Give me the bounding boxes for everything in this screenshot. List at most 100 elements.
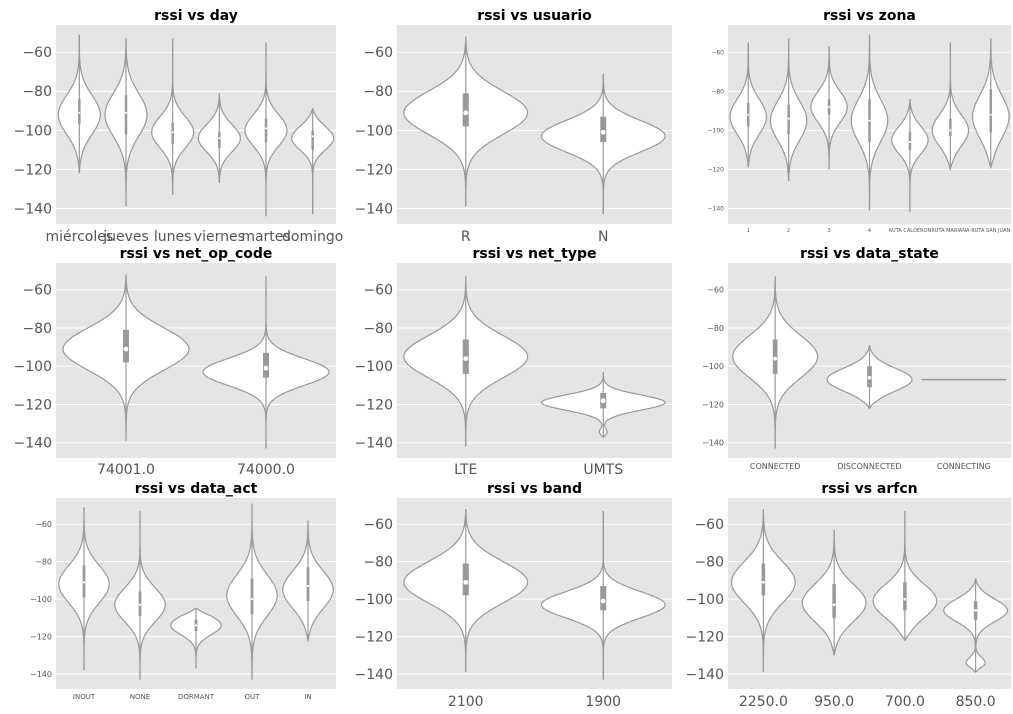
violin-2100 bbox=[403, 509, 529, 673]
x-category-label: UMTS bbox=[583, 462, 623, 478]
median-dot bbox=[78, 111, 81, 114]
x-category-label: miércoles bbox=[46, 229, 114, 245]
y-tick-label: −100 bbox=[14, 359, 52, 375]
y-tick-label: −100 bbox=[14, 123, 52, 139]
y-tick-label: −140 bbox=[686, 667, 724, 683]
chart-title: rssi vs arfcn bbox=[821, 481, 917, 497]
y-tick-label: −80 bbox=[707, 324, 724, 333]
median-dot bbox=[218, 137, 221, 140]
iqr-box bbox=[832, 584, 836, 618]
median-dot bbox=[974, 608, 978, 612]
y-tick-label: −100 bbox=[686, 592, 724, 608]
violin-inout bbox=[58, 507, 110, 671]
violin-74000-0 bbox=[202, 276, 330, 449]
chart-title: rssi vs band bbox=[487, 481, 582, 497]
median-dot bbox=[787, 117, 790, 120]
violin-n bbox=[540, 73, 666, 215]
y-tick-label: −60 bbox=[711, 49, 724, 56]
x-category-label: 700.0 bbox=[885, 694, 925, 710]
x-category-label: viernes bbox=[194, 229, 245, 245]
x-category-label: RUTA MARIANA bbox=[931, 228, 970, 234]
median-dot bbox=[171, 131, 174, 134]
y-tick-label: −100 bbox=[30, 595, 52, 604]
median-dot bbox=[138, 603, 142, 606]
y-tick-label: −120 bbox=[14, 397, 52, 413]
y-tick-label: −80 bbox=[363, 321, 393, 337]
median-dot bbox=[867, 375, 872, 380]
median-dot bbox=[600, 129, 606, 135]
violin-1 bbox=[729, 42, 767, 168]
iqr-box bbox=[250, 578, 254, 615]
x-category-label: domingo bbox=[282, 229, 343, 245]
x-category-label: LTE bbox=[454, 462, 477, 478]
iqr-box bbox=[123, 329, 129, 363]
chart-title: rssi vs net_op_code bbox=[120, 246, 273, 262]
violin-2250-0 bbox=[730, 509, 796, 673]
median-dot bbox=[306, 584, 310, 588]
violin-out bbox=[226, 503, 278, 680]
iqr-box bbox=[949, 118, 952, 137]
violin-disconnected bbox=[826, 345, 913, 410]
x-category-label: 1 bbox=[747, 228, 750, 234]
chart-title: rssi vs usuario bbox=[477, 8, 592, 24]
x-category-label: INOUT bbox=[73, 693, 96, 701]
median-dot bbox=[600, 598, 606, 604]
y-tick-label: −80 bbox=[22, 84, 52, 100]
y-tick-label: −140 bbox=[708, 205, 725, 212]
median-dot bbox=[773, 356, 778, 361]
y-tick-label: −100 bbox=[708, 127, 725, 134]
violin-umts bbox=[540, 371, 666, 438]
y-tick-label: −100 bbox=[702, 362, 724, 371]
y-tick-label: −140 bbox=[355, 667, 393, 683]
median-dot bbox=[250, 597, 254, 601]
x-category-label: N bbox=[598, 229, 608, 245]
chart-title: rssi vs data_act bbox=[135, 481, 258, 497]
y-tick-label: −140 bbox=[30, 670, 52, 679]
y-tick-label: −120 bbox=[355, 629, 393, 645]
median-dot bbox=[265, 127, 267, 130]
y-tick-label: −100 bbox=[355, 123, 393, 139]
x-category-label: 74000.0 bbox=[237, 462, 295, 478]
y-tick-label: −120 bbox=[686, 629, 724, 645]
violin-ruta-calderon bbox=[891, 99, 929, 213]
iqr-box bbox=[600, 586, 607, 611]
y-tick-label: −60 bbox=[35, 520, 52, 529]
y-tick-label: −100 bbox=[355, 359, 393, 375]
median-dot bbox=[828, 105, 831, 108]
chart-title: rssi vs data_state bbox=[800, 246, 939, 262]
median-dot bbox=[194, 624, 198, 627]
iqr-box bbox=[264, 118, 268, 143]
y-tick-label: −120 bbox=[355, 397, 393, 413]
x-category-label: OUT bbox=[245, 693, 261, 701]
median-dot bbox=[761, 580, 765, 584]
violin-panel-rssi-vs-data-state: −140 −120 −100 −80 −60 rssi vs data_state CONN… bbox=[702, 246, 1011, 471]
iqr-box bbox=[462, 93, 469, 127]
violin-2 bbox=[769, 38, 808, 182]
violin-panel-rssi-vs-arfcn: −140 −120 −100 −80 −60 rssi vs arfcn 2250.0 950… bbox=[686, 481, 1011, 710]
iqr-box bbox=[306, 567, 310, 601]
x-category-label: RUTA SAN JUAN bbox=[971, 228, 1010, 234]
violin-none bbox=[114, 511, 166, 680]
median-dot bbox=[123, 346, 129, 352]
iqr-box bbox=[989, 89, 993, 133]
chart-title: rssi vs zona bbox=[823, 8, 916, 24]
violin-panel-rssi-vs-band: −140 −120 −100 −80 −60 rssi vs band 2100 1900 bbox=[355, 481, 672, 710]
chart-title: rssi vs net_type bbox=[472, 246, 596, 262]
y-tick-label: −80 bbox=[363, 555, 393, 571]
y-tick-label: −140 bbox=[355, 436, 393, 452]
x-category-label: 2 bbox=[787, 228, 790, 234]
chart-title: rssi vs day bbox=[154, 8, 238, 24]
iqr-box bbox=[311, 130, 314, 150]
violin-850-0 bbox=[943, 578, 1009, 673]
x-category-label: 3 bbox=[827, 228, 830, 234]
y-tick-label: −120 bbox=[355, 162, 393, 178]
iqr-box bbox=[600, 116, 607, 143]
violin-panel-rssi-vs-net-op-code: −140 −120 −100 −80 −60 rssi vs net_op_code 740… bbox=[14, 246, 336, 478]
y-tick-label: −60 bbox=[363, 517, 393, 533]
iqr-box bbox=[761, 563, 766, 596]
y-tick-label: −60 bbox=[363, 283, 393, 299]
violin-panel-rssi-vs-net-type: −140 −120 −100 −80 −60 rssi vs net_type LTE UMT… bbox=[355, 246, 672, 478]
median-dot bbox=[908, 141, 911, 144]
y-tick-label: −120 bbox=[30, 632, 52, 641]
